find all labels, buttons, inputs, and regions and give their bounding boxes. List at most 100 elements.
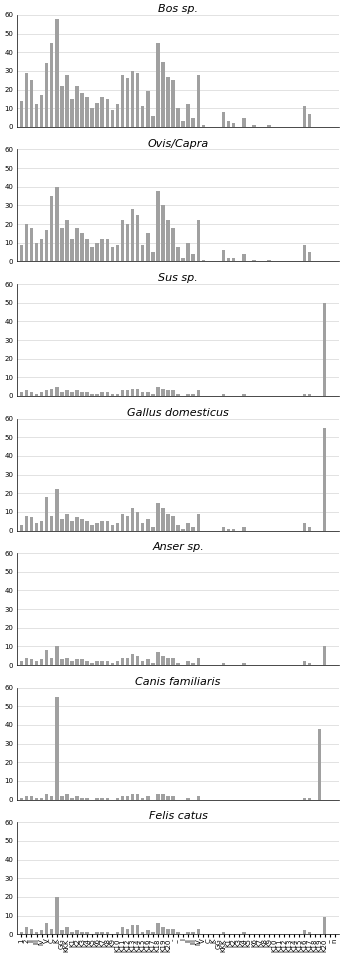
- Bar: [146, 660, 150, 665]
- Bar: [308, 114, 311, 127]
- Bar: [80, 660, 84, 665]
- Bar: [187, 394, 190, 396]
- Bar: [65, 658, 69, 665]
- Bar: [45, 794, 48, 799]
- Bar: [161, 794, 165, 799]
- Bar: [242, 254, 246, 261]
- Bar: [121, 658, 124, 665]
- Bar: [197, 75, 200, 127]
- Bar: [308, 663, 311, 665]
- Bar: [161, 388, 165, 396]
- Bar: [100, 392, 104, 396]
- Bar: [45, 390, 48, 396]
- Bar: [40, 797, 43, 799]
- Bar: [136, 73, 139, 127]
- Bar: [35, 523, 38, 531]
- Bar: [110, 110, 114, 127]
- Bar: [323, 646, 327, 665]
- Bar: [116, 932, 119, 934]
- Bar: [55, 489, 59, 531]
- Bar: [197, 796, 200, 799]
- Bar: [121, 221, 124, 261]
- Bar: [60, 392, 63, 396]
- Bar: [35, 104, 38, 127]
- Bar: [85, 932, 89, 934]
- Bar: [40, 239, 43, 261]
- Bar: [60, 660, 63, 665]
- Bar: [126, 224, 129, 261]
- Bar: [136, 656, 139, 665]
- Bar: [222, 663, 225, 665]
- Bar: [232, 529, 235, 531]
- Bar: [187, 797, 190, 799]
- Bar: [80, 233, 84, 261]
- Bar: [202, 260, 205, 261]
- Bar: [30, 228, 33, 261]
- Bar: [90, 663, 94, 665]
- Bar: [45, 497, 48, 531]
- Bar: [30, 660, 33, 665]
- Bar: [20, 932, 23, 934]
- Bar: [85, 97, 89, 127]
- Bar: [40, 660, 43, 665]
- Bar: [55, 897, 59, 934]
- Bar: [45, 650, 48, 665]
- Bar: [25, 926, 28, 934]
- Bar: [40, 521, 43, 531]
- Bar: [141, 523, 144, 531]
- Bar: [116, 104, 119, 127]
- Bar: [197, 928, 200, 934]
- Bar: [161, 61, 165, 127]
- Bar: [242, 932, 246, 934]
- Bar: [131, 509, 134, 531]
- Bar: [95, 102, 99, 127]
- Bar: [75, 86, 79, 127]
- Bar: [90, 108, 94, 127]
- Bar: [110, 247, 114, 261]
- Bar: [50, 43, 54, 127]
- Bar: [106, 662, 109, 665]
- Bar: [303, 106, 306, 127]
- Bar: [75, 517, 79, 531]
- Bar: [166, 513, 170, 531]
- Bar: [303, 394, 306, 396]
- Bar: [187, 104, 190, 127]
- Bar: [95, 523, 99, 531]
- Bar: [95, 662, 99, 665]
- Bar: [197, 221, 200, 261]
- Bar: [156, 503, 159, 531]
- Bar: [141, 106, 144, 127]
- Title: Sus sp.: Sus sp.: [158, 273, 198, 283]
- Bar: [75, 660, 79, 665]
- Bar: [161, 926, 165, 934]
- Bar: [30, 928, 33, 934]
- Bar: [222, 527, 225, 531]
- Bar: [80, 392, 84, 396]
- Bar: [95, 797, 99, 799]
- Bar: [136, 215, 139, 261]
- Title: Gallus domesticus: Gallus domesticus: [127, 408, 229, 418]
- Bar: [136, 388, 139, 396]
- Bar: [146, 392, 150, 396]
- Bar: [100, 662, 104, 665]
- Bar: [95, 932, 99, 934]
- Bar: [85, 797, 89, 799]
- Bar: [100, 521, 104, 531]
- Bar: [126, 78, 129, 127]
- Bar: [50, 658, 54, 665]
- Bar: [45, 923, 48, 934]
- Bar: [110, 663, 114, 665]
- Bar: [222, 112, 225, 127]
- Bar: [55, 386, 59, 396]
- Bar: [90, 525, 94, 531]
- Bar: [121, 390, 124, 396]
- Bar: [90, 394, 94, 396]
- Bar: [171, 80, 175, 127]
- Bar: [20, 245, 23, 261]
- Bar: [60, 228, 63, 261]
- Bar: [303, 523, 306, 531]
- Bar: [308, 527, 311, 531]
- Bar: [171, 928, 175, 934]
- Bar: [90, 247, 94, 261]
- Bar: [176, 247, 180, 261]
